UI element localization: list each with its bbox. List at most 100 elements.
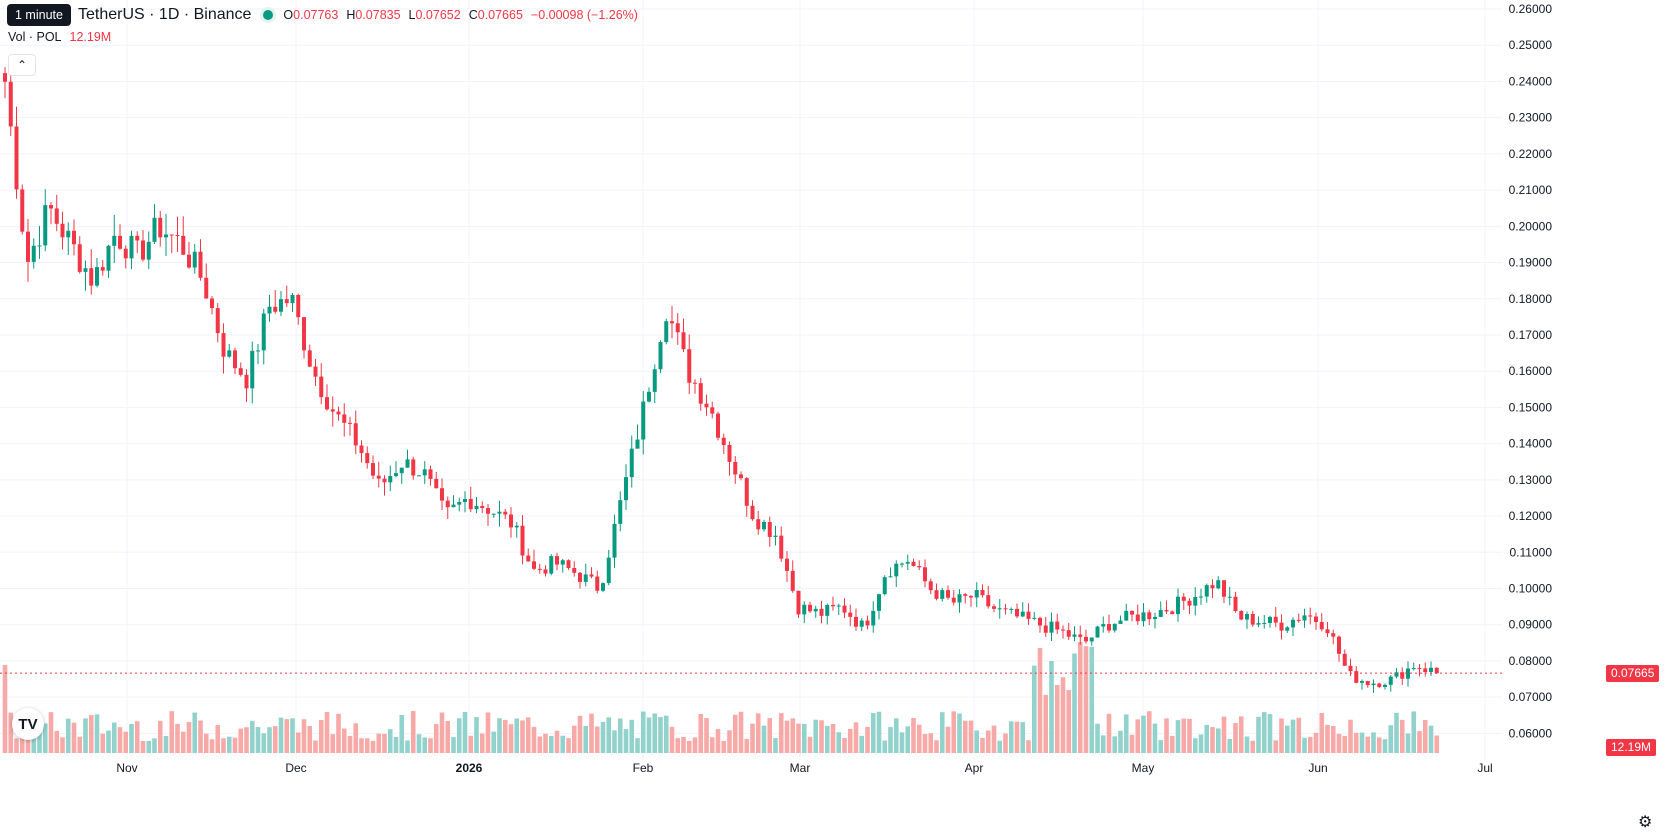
candle-body	[566, 560, 571, 568]
volume-bar	[640, 711, 646, 753]
candle-body	[1078, 634, 1083, 637]
volume-bar	[537, 736, 543, 753]
volume-bar	[646, 717, 652, 753]
volume-bar	[451, 737, 456, 753]
time-axis[interactable]: Nov Dec 2026 Feb Mar Apr May Jun Jul	[116, 761, 1492, 775]
candle-body	[72, 230, 76, 245]
volume-bar	[1221, 716, 1227, 753]
gear-icon[interactable]: ⚙	[1638, 814, 1653, 831]
volume-bar	[491, 731, 497, 753]
time-tick-label: Jun	[1308, 761, 1327, 775]
candle-body	[572, 567, 577, 573]
candle-body	[940, 590, 945, 599]
volume-bar	[750, 723, 755, 753]
volume-bar	[1244, 736, 1250, 753]
last-price-label: 0.07665	[1606, 665, 1660, 683]
candle-body	[1210, 585, 1215, 589]
volume-bar	[767, 718, 773, 753]
volume-bar	[382, 733, 387, 753]
candle-body	[215, 308, 220, 334]
volume-bar	[1003, 733, 1008, 753]
candle-body	[1354, 671, 1359, 683]
candle-body	[865, 620, 870, 626]
volume-bar	[525, 717, 531, 753]
candle-body	[468, 498, 473, 510]
candle-body	[1348, 665, 1353, 672]
volume-label[interactable]: Vol · POL	[8, 30, 62, 44]
candle-body	[601, 583, 605, 591]
volume-bar	[962, 720, 968, 753]
candle-body	[560, 560, 565, 565]
volume-value: 12.19M	[69, 30, 112, 44]
candle-body	[1388, 676, 1393, 685]
volume-bar	[186, 722, 192, 753]
volume-bar	[997, 740, 1003, 753]
candle-body	[583, 574, 588, 582]
candle-body	[905, 561, 910, 564]
volume-bar	[1106, 713, 1112, 753]
candle-body	[330, 409, 335, 412]
candle-body	[520, 525, 525, 556]
candle-body	[175, 235, 180, 237]
volume-bar	[980, 737, 985, 753]
candle-body	[744, 478, 749, 506]
volume-bar	[663, 715, 669, 753]
volume-bar	[209, 739, 215, 753]
candle-body	[152, 217, 157, 242]
volume-bar	[658, 717, 663, 753]
volume-bar	[1365, 736, 1371, 753]
volume-bar	[77, 736, 83, 753]
volume-bar	[623, 729, 629, 753]
candle-body	[411, 459, 416, 476]
open-value: 0.07763	[293, 8, 339, 22]
volume-bar	[1342, 735, 1348, 753]
volume-bar	[1313, 732, 1319, 753]
volume-bar	[819, 720, 824, 753]
volume-bar	[393, 736, 399, 753]
volume-bar	[88, 715, 94, 753]
candle-body	[969, 595, 973, 598]
volume-bar	[1192, 738, 1198, 753]
candle-body	[1296, 619, 1301, 621]
volume-bar	[968, 720, 974, 753]
tradingview-logo-icon[interactable]: TV	[12, 708, 44, 740]
volume-bar	[945, 726, 951, 753]
volume-bar	[180, 731, 186, 753]
volume-bar	[353, 723, 359, 753]
volume-bar	[1359, 732, 1365, 753]
candle-body	[578, 572, 582, 582]
candle-body	[198, 251, 203, 278]
volume-bar	[1284, 725, 1290, 753]
volume-bar	[928, 733, 934, 753]
candle-body	[1256, 623, 1261, 625]
volume-bar	[152, 738, 157, 753]
candle-body	[1417, 668, 1422, 670]
candle-body	[428, 469, 433, 479]
candle-body	[422, 469, 427, 476]
volume-bar	[1261, 712, 1267, 753]
price-axis[interactable]: 0.26000 0.25000 0.24000 0.23000 0.22000 0.210…	[1509, 2, 1553, 740]
candle-body	[635, 439, 640, 449]
candle-body	[1020, 611, 1025, 617]
candle-body	[376, 475, 381, 479]
volume-bar	[462, 711, 468, 753]
interval-tooltip: 1 minute	[7, 4, 71, 26]
symbol-title[interactable]: TetherUS · 1D · Binance	[78, 6, 252, 23]
volume-bar	[1267, 714, 1273, 753]
candle-body	[612, 523, 617, 558]
volume-bar	[1146, 711, 1152, 753]
candle-body	[1262, 622, 1267, 624]
volume-bar	[428, 738, 433, 753]
volume-bar	[1290, 719, 1296, 753]
volume-bar	[83, 718, 88, 753]
candle-body	[54, 208, 59, 224]
collapse-legend-button[interactable]: ⌃	[8, 54, 36, 76]
volume-bar	[232, 737, 238, 753]
volume-bar	[784, 720, 790, 753]
candle-body	[227, 350, 232, 357]
candle-body	[20, 189, 25, 232]
volume-bar	[709, 737, 715, 753]
candle-body	[1135, 614, 1140, 622]
volume-bar	[865, 726, 870, 753]
